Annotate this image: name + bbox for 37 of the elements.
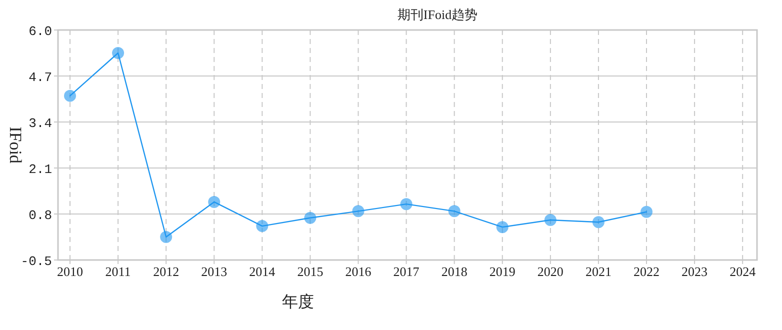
x-tick-label: 2014: [249, 264, 276, 279]
x-axis-title: 年度: [282, 293, 314, 311]
y-tick-label: 0.8: [28, 208, 52, 223]
point: [400, 198, 412, 210]
y-tick-label: 2.1: [28, 162, 52, 177]
point: [112, 47, 124, 59]
x-tick-label: 2022: [634, 264, 660, 279]
x-tick-label: 2024: [730, 264, 756, 279]
point: [496, 221, 508, 234]
x-tick-label: 2013: [201, 264, 228, 279]
point: [160, 231, 172, 243]
point: [352, 205, 364, 218]
chart-title: 期刊IFoid趋势: [397, 7, 478, 22]
point: [304, 212, 316, 224]
y-tick-label: 3.4: [28, 116, 52, 131]
x-tick-label: 2021: [585, 264, 612, 279]
point: [640, 206, 653, 218]
x-tick-label: 2018: [441, 264, 468, 279]
point: [448, 205, 460, 218]
x-tick-label: 2023: [682, 264, 708, 279]
point: [544, 214, 556, 226]
x-tick-label: 2017: [393, 264, 420, 279]
x-tick-label: 2016: [345, 264, 372, 279]
point: [256, 220, 268, 232]
x-tick-label: 2020: [537, 264, 564, 279]
y-tick-label: 4.7: [28, 70, 52, 85]
x-tick-label: 2010: [57, 264, 84, 279]
x-tick-label: 2019: [489, 264, 516, 279]
point: [64, 90, 76, 102]
y-axis-title: IFoid: [6, 126, 25, 164]
y-tick-label: 6.0: [28, 24, 52, 39]
x-tick-label: 2015: [297, 264, 324, 279]
x-tick-label: 2012: [153, 264, 180, 279]
y-tick-label: -0.5: [20, 254, 52, 269]
point: [592, 216, 604, 228]
point: [208, 196, 220, 208]
x-tick-label: 2011: [105, 264, 131, 279]
